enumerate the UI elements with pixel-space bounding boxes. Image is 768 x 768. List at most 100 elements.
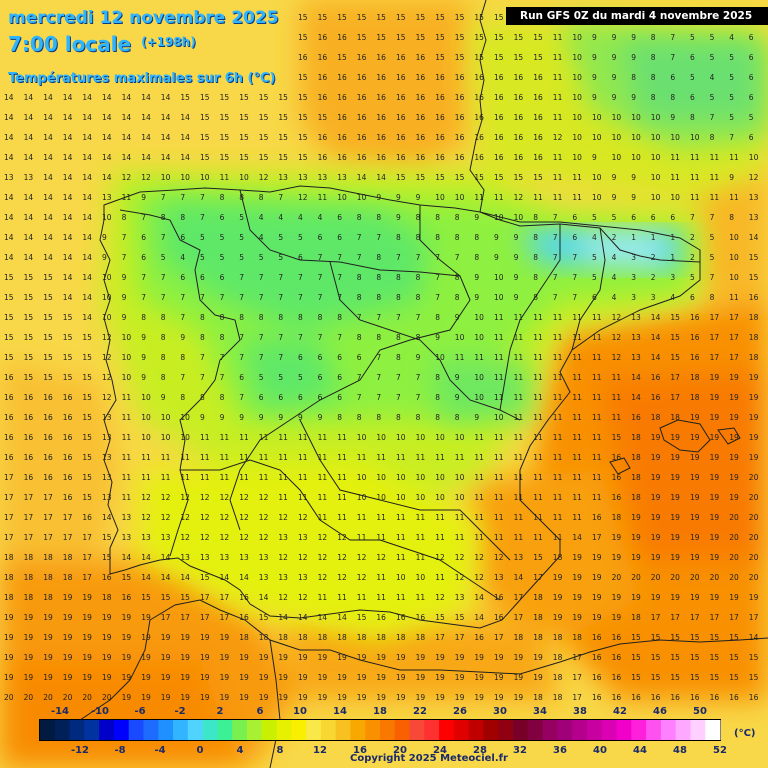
grid-value: 10 bbox=[670, 193, 680, 202]
grid-value: 18 bbox=[357, 633, 367, 642]
grid-value: 5 bbox=[592, 213, 597, 222]
grid-value: 14 bbox=[43, 213, 53, 222]
grid-value: 18 bbox=[631, 453, 641, 462]
grid-value: 7 bbox=[180, 193, 185, 202]
grid-value: 19 bbox=[670, 473, 680, 482]
legend-swatch bbox=[217, 720, 233, 740]
grid-value: 16 bbox=[357, 93, 367, 102]
legend-label-top: 42 bbox=[613, 706, 627, 717]
grid-value: 5 bbox=[259, 373, 264, 382]
grid-value: 6 bbox=[318, 233, 323, 242]
grid-value: 17 bbox=[435, 633, 445, 642]
grid-value: 7 bbox=[553, 293, 558, 302]
grid-value: 10 bbox=[474, 313, 484, 322]
grid-value: 11 bbox=[278, 473, 288, 482]
legend-swatch bbox=[586, 720, 603, 740]
grid-value: 6 bbox=[749, 33, 754, 42]
legend-swatch bbox=[128, 720, 144, 740]
grid-value: 12 bbox=[357, 553, 367, 562]
grid-value: 14 bbox=[161, 113, 171, 122]
legend-swatch bbox=[498, 720, 514, 740]
grid-value: 15 bbox=[337, 53, 347, 62]
grid-value: 14 bbox=[43, 253, 53, 262]
grid-value: 16 bbox=[749, 293, 759, 302]
grid-value: 11 bbox=[533, 453, 543, 462]
grid-value: 9 bbox=[396, 193, 401, 202]
grid-value: 3 bbox=[651, 293, 656, 302]
grid-value: 9 bbox=[455, 393, 460, 402]
grid-value: 19 bbox=[651, 473, 661, 482]
grid-value: 11 bbox=[670, 153, 680, 162]
grid-value: 19 bbox=[102, 653, 112, 662]
grid-value: 8 bbox=[200, 333, 205, 342]
grid-value: 16 bbox=[357, 113, 367, 122]
grid-value: 11 bbox=[220, 433, 230, 442]
grid-value: 16 bbox=[416, 73, 426, 82]
grid-value: 15 bbox=[455, 13, 465, 22]
grid-value: 13 bbox=[631, 333, 641, 342]
grid-value: 16 bbox=[337, 133, 347, 142]
grid-value: 2 bbox=[690, 233, 695, 242]
grid-value: 19 bbox=[670, 513, 680, 522]
grid-value: 12 bbox=[161, 493, 171, 502]
grid-value: 16 bbox=[416, 113, 426, 122]
grid-value: 7 bbox=[200, 193, 205, 202]
grid-value: 7 bbox=[278, 353, 283, 362]
legend-swatch bbox=[675, 720, 691, 740]
grid-value: 14 bbox=[43, 173, 53, 182]
grid-value: 13 bbox=[749, 213, 759, 222]
grid-value: 11 bbox=[416, 553, 426, 562]
grid-value: 11 bbox=[572, 393, 582, 402]
grid-value: 8 bbox=[220, 333, 225, 342]
grid-value: 18 bbox=[670, 413, 680, 422]
grid-value: 15 bbox=[533, 53, 543, 62]
grid-value: 11 bbox=[357, 513, 367, 522]
grid-value: 7 bbox=[416, 253, 421, 262]
grid-value: 11 bbox=[435, 533, 445, 542]
grid-value: 16 bbox=[4, 373, 14, 382]
grid-value: 19 bbox=[357, 693, 367, 702]
grid-value: 12 bbox=[455, 553, 465, 562]
grid-value: 11 bbox=[298, 453, 308, 462]
legend-label-top: 22 bbox=[413, 706, 427, 717]
grid-value: 18 bbox=[631, 433, 641, 442]
grid-value: 9 bbox=[514, 273, 519, 282]
legend-swatch bbox=[394, 720, 411, 740]
grid-value: 19 bbox=[357, 673, 367, 682]
legend-label-bottom: 28 bbox=[473, 745, 487, 756]
grid-value: 11 bbox=[474, 353, 484, 362]
grid-value: 16 bbox=[494, 73, 504, 82]
grid-value: 17 bbox=[4, 533, 14, 542]
grid-value: 11 bbox=[122, 453, 132, 462]
grid-value: 19 bbox=[122, 653, 132, 662]
grid-value: 16 bbox=[337, 113, 347, 122]
grid-value: 4 bbox=[612, 273, 617, 282]
grid-value: 15 bbox=[259, 613, 269, 622]
grid-value: 16 bbox=[533, 133, 543, 142]
grid-value: 13 bbox=[4, 173, 14, 182]
grid-value: 11 bbox=[514, 453, 524, 462]
grid-value: 7 bbox=[278, 293, 283, 302]
grid-value: 10 bbox=[396, 473, 406, 482]
grid-value: 19 bbox=[4, 613, 14, 622]
legend-label-bottom: 32 bbox=[513, 745, 527, 756]
grid-value: 11 bbox=[435, 453, 445, 462]
legend-swatch bbox=[291, 720, 307, 740]
grid-value: 12 bbox=[122, 173, 132, 182]
grid-value: 11 bbox=[239, 433, 249, 442]
grid-value: 6 bbox=[337, 233, 342, 242]
grid-value: 19 bbox=[4, 633, 14, 642]
grid-value: 13 bbox=[102, 493, 112, 502]
grid-value: 11 bbox=[494, 493, 504, 502]
grid-value: 13 bbox=[122, 533, 132, 542]
legend-swatch bbox=[69, 720, 85, 740]
grid-value: 16 bbox=[318, 133, 328, 142]
grid-value: 5 bbox=[592, 273, 597, 282]
grid-value: 8 bbox=[396, 233, 401, 242]
grid-value: 13 bbox=[278, 173, 288, 182]
grid-value: 8 bbox=[533, 253, 538, 262]
grid-value: 10 bbox=[435, 193, 445, 202]
grid-value: 18 bbox=[416, 633, 426, 642]
grid-value: 7 bbox=[239, 273, 244, 282]
